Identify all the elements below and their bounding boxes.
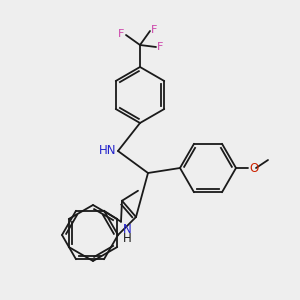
Text: N: N: [123, 223, 132, 236]
Text: F: F: [118, 29, 124, 39]
Text: HN: HN: [98, 145, 116, 158]
Text: O: O: [249, 161, 258, 175]
Text: F: F: [157, 42, 164, 52]
Text: H: H: [123, 232, 132, 245]
Text: F: F: [151, 25, 158, 35]
